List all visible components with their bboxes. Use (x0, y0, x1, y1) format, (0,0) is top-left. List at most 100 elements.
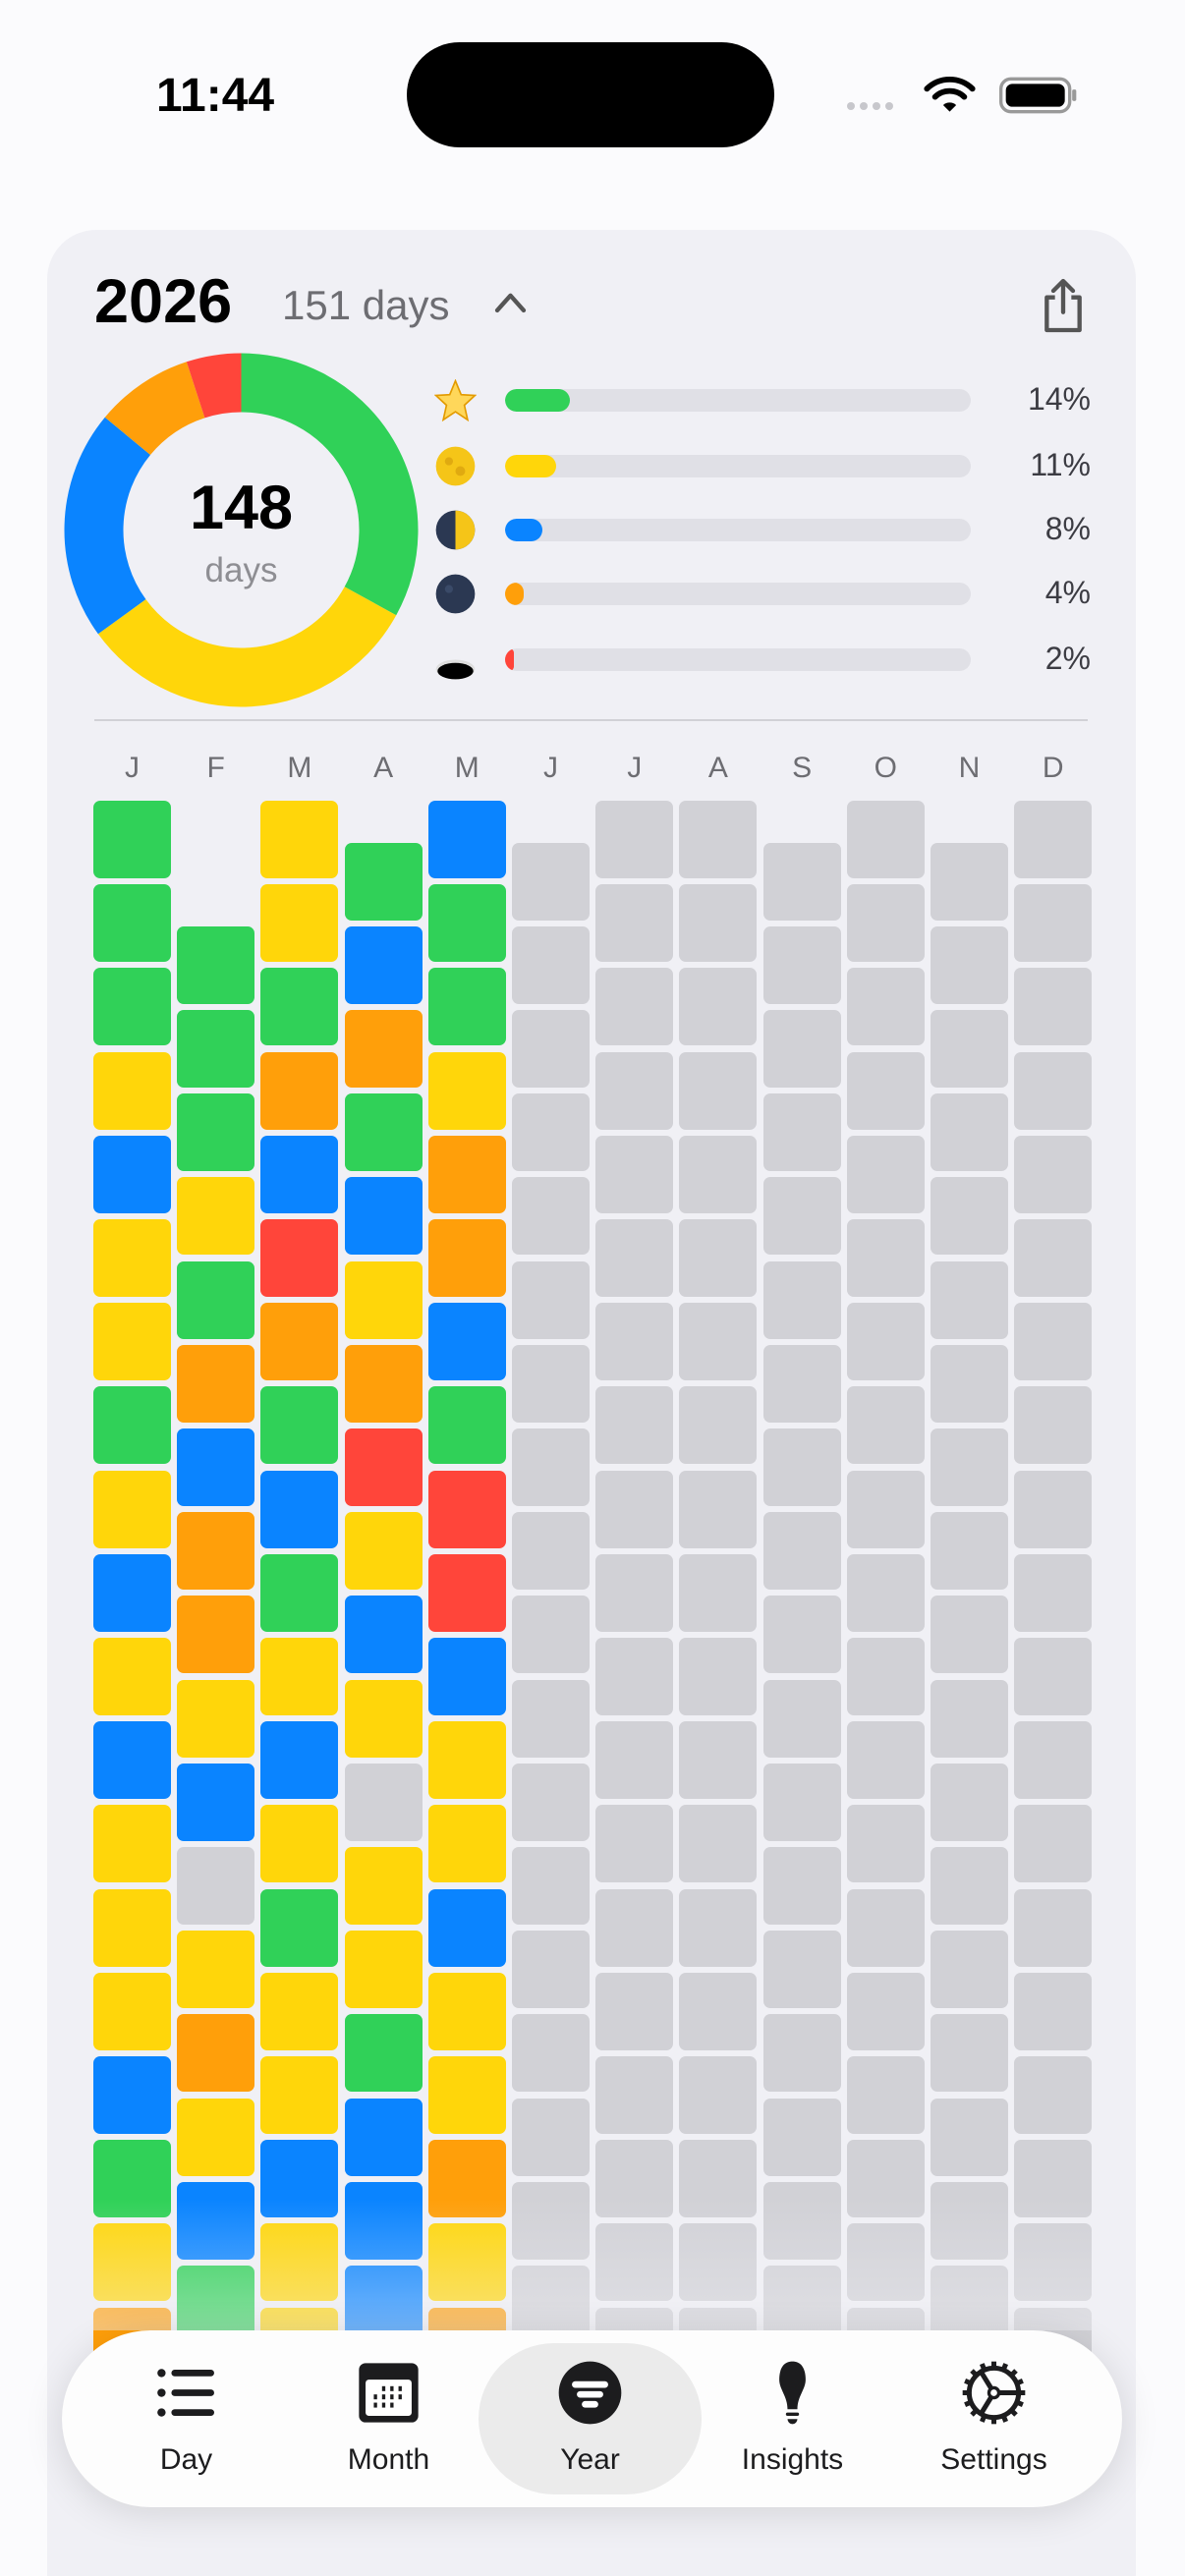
day-cell[interactable] (177, 2098, 255, 2176)
day-cell[interactable] (344, 1010, 423, 1088)
day-cell[interactable] (846, 1972, 925, 2050)
day-cell[interactable] (177, 2181, 255, 2260)
day-cell[interactable] (846, 1553, 925, 1632)
day-cell[interactable] (427, 2223, 506, 2302)
day-cell[interactable] (260, 1972, 339, 2050)
day-cell[interactable] (762, 925, 841, 1004)
day-cell[interactable] (177, 1428, 255, 1506)
day-cell[interactable] (512, 2181, 590, 2260)
day-cell[interactable] (931, 2014, 1008, 2093)
day-cell[interactable] (427, 1219, 506, 1297)
day-cell[interactable] (177, 1260, 255, 1339)
day-cell[interactable] (595, 1386, 674, 1465)
day-cell[interactable] (931, 1512, 1008, 1591)
day-cell[interactable] (846, 2223, 925, 2302)
day-cell[interactable] (595, 1051, 674, 1130)
day-cell[interactable] (762, 1931, 841, 2009)
day-cell[interactable] (177, 1512, 255, 1591)
day-cell[interactable] (1014, 1888, 1093, 1967)
day-cell[interactable] (427, 2056, 506, 2134)
day-cell[interactable] (846, 1805, 925, 1883)
day-cell[interactable] (344, 1847, 423, 1925)
day-cell[interactable] (344, 1931, 423, 2009)
share-icon[interactable] (1039, 276, 1088, 335)
day-cell[interactable] (427, 1135, 506, 1213)
day-cell[interactable] (846, 1386, 925, 1465)
day-cell[interactable] (427, 1972, 506, 2050)
day-cell[interactable] (260, 2140, 339, 2218)
day-cell[interactable] (1014, 1470, 1093, 1548)
day-cell[interactable] (679, 1303, 758, 1381)
day-cell[interactable] (512, 1093, 590, 1172)
day-cell[interactable] (512, 1596, 590, 1674)
day-cell[interactable] (260, 1386, 339, 1465)
day-cell[interactable] (679, 884, 758, 963)
day-cell[interactable] (177, 2014, 255, 2093)
day-cell[interactable] (1014, 801, 1093, 878)
day-cell[interactable] (595, 968, 674, 1046)
day-cell[interactable] (93, 1888, 171, 1967)
day-cell[interactable] (762, 2098, 841, 2176)
day-cell[interactable] (595, 1888, 674, 1967)
day-cell[interactable] (512, 1177, 590, 1256)
day-cell[interactable] (512, 1763, 590, 1841)
day-cell[interactable] (344, 1344, 423, 1423)
day-cell[interactable] (595, 801, 674, 878)
day-cell[interactable] (260, 1805, 339, 1883)
day-cell[interactable] (762, 1847, 841, 1925)
day-cell[interactable] (1014, 2140, 1093, 2218)
day-cell[interactable] (595, 1721, 674, 1800)
day-cell[interactable] (846, 1135, 925, 1213)
day-cell[interactable] (595, 2223, 674, 2302)
day-cell[interactable] (595, 884, 674, 963)
day-cell[interactable] (846, 1219, 925, 1297)
day-cell[interactable] (762, 1177, 841, 1256)
day-cell[interactable] (679, 1638, 758, 1715)
day-cell[interactable] (931, 1931, 1008, 2009)
day-cell[interactable] (260, 884, 339, 963)
day-cell[interactable] (931, 2181, 1008, 2260)
day-cell[interactable] (512, 842, 590, 921)
day-cell[interactable] (846, 1721, 925, 1800)
day-cell[interactable] (93, 2223, 171, 2302)
day-cell[interactable] (679, 2056, 758, 2134)
day-cell[interactable] (595, 1470, 674, 1548)
day-cell[interactable] (260, 1135, 339, 1213)
day-cell[interactable] (177, 1093, 255, 1172)
day-cell[interactable] (762, 2266, 841, 2343)
day-cell[interactable] (1014, 968, 1093, 1046)
day-cell[interactable] (427, 1638, 506, 1715)
day-cell[interactable] (93, 1303, 171, 1381)
day-cell[interactable] (931, 1679, 1008, 1758)
day-cell[interactable] (260, 968, 339, 1046)
day-cell[interactable] (344, 1428, 423, 1506)
day-cell[interactable] (595, 2056, 674, 2134)
day-cell[interactable] (679, 1972, 758, 2050)
day-cell[interactable] (846, 884, 925, 963)
day-cell[interactable] (595, 2140, 674, 2218)
day-cell[interactable] (344, 2181, 423, 2260)
day-cell[interactable] (931, 1763, 1008, 1841)
day-cell[interactable] (177, 2266, 255, 2343)
day-cell[interactable] (931, 1596, 1008, 1674)
day-cell[interactable] (846, 968, 925, 1046)
day-cell[interactable] (93, 968, 171, 1046)
day-cell[interactable] (93, 801, 171, 878)
day-cell[interactable] (260, 1303, 339, 1381)
day-cell[interactable] (679, 801, 758, 878)
day-cell[interactable] (679, 2140, 758, 2218)
day-cell[interactable] (427, 1721, 506, 1800)
day-cell[interactable] (344, 925, 423, 1004)
day-cell[interactable] (762, 842, 841, 921)
day-cell[interactable] (427, 1805, 506, 1883)
day-cell[interactable] (512, 1428, 590, 1506)
day-cell[interactable] (931, 1847, 1008, 1925)
day-cell[interactable] (427, 1303, 506, 1381)
day-cell[interactable] (344, 2098, 423, 2176)
day-cell[interactable] (512, 1010, 590, 1088)
day-cell[interactable] (512, 2266, 590, 2343)
day-cell[interactable] (1014, 1219, 1093, 1297)
day-cell[interactable] (1014, 1721, 1093, 1800)
day-cell[interactable] (846, 1888, 925, 1967)
day-cell[interactable] (93, 1553, 171, 1632)
